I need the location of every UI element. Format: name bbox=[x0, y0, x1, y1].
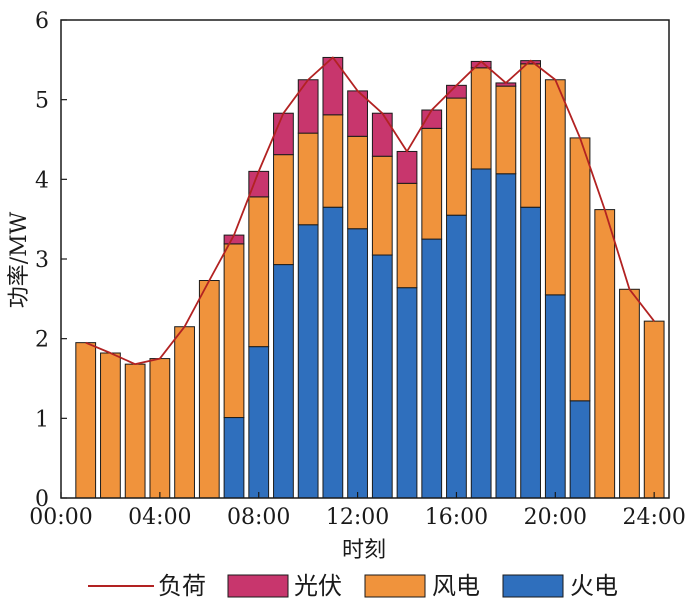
bar-segment bbox=[273, 112, 294, 156]
legend-swatch bbox=[502, 574, 564, 598]
legend-label: 光伏 bbox=[294, 572, 342, 600]
y-tick-label: 3 bbox=[35, 248, 49, 273]
bar-segment bbox=[347, 228, 368, 499]
legend-swatch bbox=[364, 574, 426, 598]
bar-segment bbox=[248, 346, 270, 499]
x-tick-label: 00:00 bbox=[29, 505, 92, 530]
y-tick-label: 0 bbox=[35, 487, 49, 512]
bar-segment bbox=[371, 112, 393, 157]
legend-label: 负荷 bbox=[158, 572, 206, 600]
load-line-layer bbox=[85, 56, 655, 366]
bar-segment bbox=[347, 135, 368, 230]
x-axis-label: 时刻 bbox=[342, 538, 386, 563]
y-tick-label: 1 bbox=[35, 407, 49, 432]
bar-segment bbox=[520, 206, 541, 499]
bar-segment bbox=[273, 264, 294, 499]
bar-segment bbox=[174, 326, 195, 499]
bars-layer bbox=[75, 56, 665, 499]
bar-segment bbox=[198, 280, 220, 499]
bar-segment bbox=[470, 67, 492, 170]
axes-layer: 0 1 2 3 4 5 6 00:00 04:00 08:00 12:00 16:00 20:00 24:… bbox=[29, 9, 686, 530]
bar-segment bbox=[396, 182, 418, 289]
legend-label: 火电 bbox=[570, 572, 618, 600]
bar-segment bbox=[223, 417, 245, 499]
bar-segment bbox=[643, 320, 665, 499]
y-tick-label: 5 bbox=[35, 89, 49, 114]
bar-segment bbox=[322, 206, 344, 499]
bar-segment bbox=[223, 243, 245, 419]
bar-segment bbox=[396, 287, 418, 499]
bar-segment bbox=[569, 137, 591, 402]
bar-segment bbox=[421, 109, 443, 129]
bar-segment bbox=[322, 114, 344, 208]
y-tick-label: 2 bbox=[35, 328, 49, 353]
bar-segment bbox=[594, 209, 616, 499]
bar-segment bbox=[100, 352, 121, 499]
bar-segment bbox=[421, 238, 443, 499]
x-tick-label: 16:00 bbox=[425, 505, 488, 530]
x-tick-label: 20:00 bbox=[524, 505, 587, 530]
y-tick-label: 4 bbox=[35, 168, 49, 193]
x-tick-label: 24:00 bbox=[622, 505, 685, 530]
bar-segment bbox=[371, 155, 393, 256]
bar-segment bbox=[544, 79, 566, 296]
x-tick-label: 12:00 bbox=[326, 505, 389, 530]
y-tick-label: 6 bbox=[35, 9, 49, 34]
legend-label: 风电 bbox=[432, 572, 480, 600]
bar-segment bbox=[149, 358, 171, 499]
bar-segment bbox=[396, 150, 418, 184]
legend: 负荷 光伏 风电 火电 bbox=[88, 572, 618, 600]
bar-segment bbox=[371, 254, 393, 499]
bar-segment bbox=[470, 168, 492, 499]
bar-segment bbox=[619, 288, 640, 499]
bar-segment bbox=[446, 97, 467, 216]
bar-segment bbox=[124, 363, 146, 499]
y-axis-label: 功率/MW bbox=[7, 211, 32, 308]
bar-segment bbox=[297, 132, 319, 226]
bar-segment bbox=[297, 224, 319, 499]
load-line bbox=[85, 56, 655, 366]
legend-swatch bbox=[227, 574, 289, 598]
bar-segment bbox=[569, 400, 591, 499]
bar-segment bbox=[520, 63, 541, 208]
bar-segment bbox=[544, 294, 566, 499]
bar-segment bbox=[495, 85, 517, 175]
bar-segment bbox=[75, 342, 97, 499]
bar-segment bbox=[495, 173, 517, 499]
bar-segment bbox=[248, 196, 270, 348]
bar-segment bbox=[446, 214, 467, 499]
x-tick-label: 08:00 bbox=[227, 505, 290, 530]
bar-segment bbox=[421, 127, 443, 240]
x-tick-label: 04:00 bbox=[128, 505, 191, 530]
bar-segment bbox=[273, 154, 294, 266]
bar-segment bbox=[248, 170, 270, 198]
